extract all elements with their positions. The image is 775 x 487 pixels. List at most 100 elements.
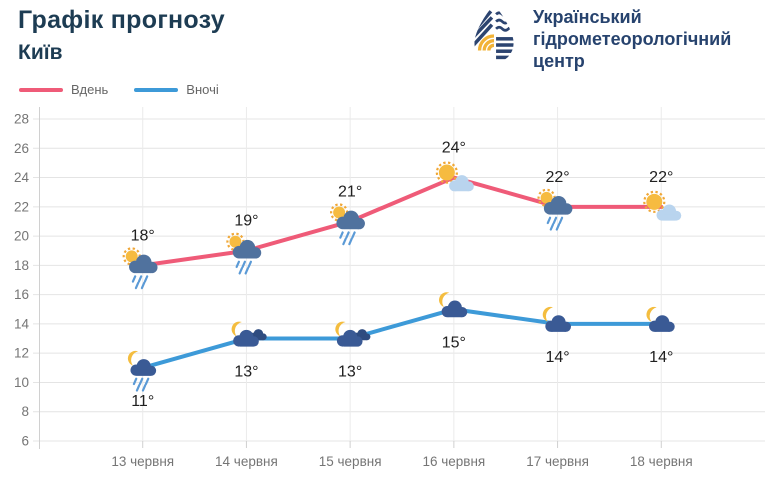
cloud-part [341, 340, 360, 347]
rain-drop [132, 377, 138, 386]
moon-two-clouds-icon [335, 321, 371, 347]
rain-drop [351, 231, 356, 239]
y-tick-label: 12 [14, 346, 29, 361]
cloud-part [445, 310, 464, 318]
x-tick-label: 13 червня [111, 454, 174, 469]
sun-rain-cloud-icon [226, 232, 262, 275]
sun-rays [643, 190, 666, 213]
rain-drop [244, 267, 250, 275]
rain-drop [134, 281, 140, 290]
rain-drop [235, 260, 241, 269]
moon-cloud-icon [542, 306, 571, 332]
rain-drop [555, 223, 561, 231]
moon-crescent [646, 306, 657, 322]
y-tick-label: 22 [14, 199, 29, 214]
y-tick-label: 18 [14, 258, 29, 273]
rain-drop [238, 267, 244, 275]
point-label: 22° [545, 169, 569, 186]
rain-drop [342, 237, 347, 246]
cloud-part [653, 325, 672, 332]
rain-drop [558, 216, 564, 225]
point-label: 13° [338, 364, 362, 381]
rain-drop [247, 260, 253, 269]
rain-drop [137, 275, 143, 283]
point-label: 14° [649, 349, 673, 366]
point-label: 13° [234, 364, 258, 381]
sun-core [125, 250, 138, 263]
org-name-line2: гідрометеорологічний [533, 29, 732, 49]
legend-item-night: Вночі [134, 82, 219, 97]
rain-drop [135, 384, 141, 392]
rain-drop [241, 260, 247, 269]
moon-rain-cloud-icon [127, 350, 157, 392]
hydromet-drop-icon [474, 10, 514, 60]
rain-drop [131, 275, 137, 283]
day-legend-label: Вдень [71, 82, 109, 97]
moon-crescent [542, 306, 553, 322]
sun-core [540, 191, 553, 204]
sun-core [333, 206, 346, 219]
cloud-part [453, 185, 471, 192]
point-label: 19° [234, 213, 258, 230]
legend-item-day: Вдень [19, 82, 108, 97]
sun-core [438, 164, 455, 181]
rain-drop [140, 281, 146, 290]
rain-drop [144, 377, 150, 386]
point-label: 15° [442, 334, 466, 351]
rain-drop [143, 275, 149, 283]
org-name-line1: Український [533, 7, 642, 27]
sun-core [646, 193, 663, 210]
page-title: Графік прогнозу [18, 6, 225, 34]
x-tick-label: 15 червня [319, 454, 382, 469]
y-tick-label: 14 [14, 316, 30, 331]
x-tick-label: 14 червня [215, 454, 278, 469]
x-tick-label: 16 червня [422, 454, 485, 469]
sun-rain-cloud-icon [537, 188, 573, 231]
y-tick-label: 8 [21, 404, 29, 419]
moon-crescent [231, 321, 242, 337]
night-legend-label: Вночі [186, 82, 219, 97]
point-label: 22° [649, 169, 673, 186]
moon-two-clouds-icon [231, 321, 267, 347]
sun-rain-cloud-icon [122, 247, 158, 290]
rain-drop [552, 216, 558, 225]
point-label: 14° [545, 349, 569, 366]
x-tick-label: 17 червня [526, 454, 589, 469]
cloud-part [549, 325, 568, 332]
chart-legend: Вдень Вночі [19, 82, 219, 97]
night-legend-swatch [134, 87, 179, 92]
rain-drop [141, 384, 147, 392]
rain-drop [546, 216, 552, 225]
cloud-part [134, 369, 153, 376]
y-tick-label: 6 [21, 434, 29, 449]
y-tick-label: 24 [14, 170, 30, 185]
moon-crescent [127, 350, 139, 366]
y-tick-label: 20 [14, 229, 29, 244]
cloud-part [133, 265, 154, 274]
rain-drop [549, 223, 555, 231]
org-logo: Український гідрометеорологічний центр [468, 3, 731, 72]
y-tick-label: 28 [14, 112, 29, 127]
y-tick-label: 10 [14, 375, 29, 390]
sun-rain-cloud-icon [330, 203, 365, 246]
x-tick-label: 18 червня [630, 454, 693, 469]
moon-cloud-icon [646, 306, 675, 332]
org-name: Український гідрометеорологічний центр [533, 3, 731, 72]
sun-light-cloud-icon [643, 190, 682, 221]
header: Графік прогнозу Київ [18, 4, 225, 67]
moon-crescent [439, 292, 450, 308]
point-label: 11° [131, 393, 154, 410]
day-temperature-line [140, 175, 664, 268]
org-name-line3: центр [533, 51, 585, 71]
sun-light-cloud-icon [435, 161, 474, 192]
day-legend-swatch [19, 87, 63, 92]
point-label: 18° [131, 227, 155, 244]
cloud-part [237, 340, 256, 347]
rain-drop [138, 377, 144, 386]
cloud-part [341, 222, 362, 230]
point-label: 24° [442, 140, 466, 157]
rain-drop [339, 231, 344, 239]
sun-rays [435, 161, 458, 184]
